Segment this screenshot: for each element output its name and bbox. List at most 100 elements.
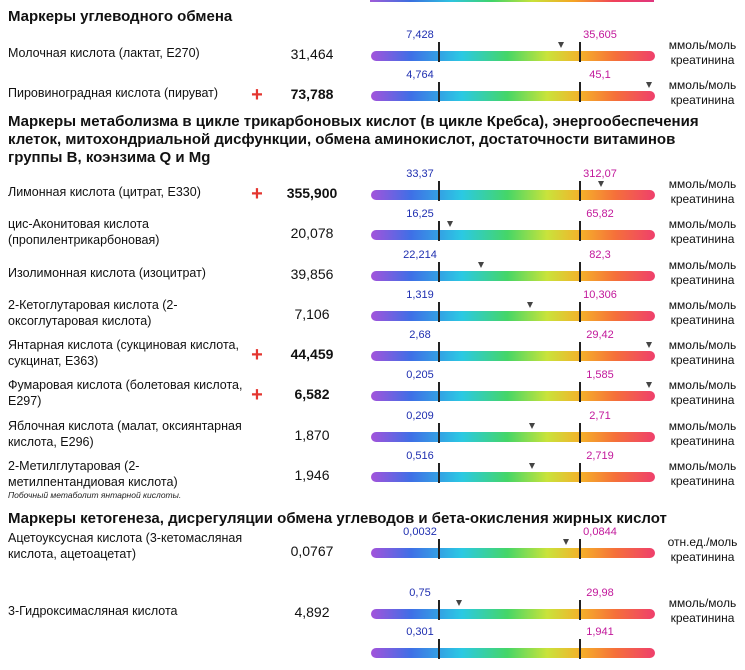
reference-high-label: 82,3 [589,249,611,261]
reference-high-tick [579,382,581,402]
reference-low-label: 22,214 [403,249,437,261]
reference-range-bar [371,351,655,361]
analyte-row: Ацетоуксусная кислота (3-кетомасляная ки… [0,526,745,570]
footnote: Побочный метаболит янтарной кислоты. [8,490,182,500]
reference-low-label: 0,516 [406,450,434,462]
result-marker-icon [526,302,533,308]
reference-high-label: 29,42 [586,329,614,341]
analyte-name: Янтарная кислота (сукциновая кислота, су… [8,338,239,368]
analyte-name: Лимонная кислота (цитрат, E330) [8,185,201,199]
reference-high-label: 312,07 [583,168,617,180]
result-value: 31,464 [290,46,334,62]
reference-low-label: 2,68 [409,329,431,341]
reference-low-tick [438,221,440,241]
reference-range-bar [371,548,655,558]
reference-high-label: 10,306 [583,289,617,301]
section-heading: Маркеры метаболизма в цикле трикарбоновы… [8,113,699,166]
analyte-name: цис-Аконитовая кислота (пропилентрикарбо… [8,217,160,247]
reference-low-label: 0,75 [409,587,431,599]
reference-range-bar [371,91,655,101]
reference-high-tick [579,302,581,322]
reference-range-bar [371,609,655,619]
reference-low-tick [438,82,440,102]
analyte-row: Янтарная кислота (сукциновая кислота, су… [0,329,745,373]
reference-low-tick [438,262,440,282]
reference-high-label: 45,1 [589,69,611,81]
reference-high-tick [579,82,581,102]
analyte-row: Пировиноградная кислота (пируват) +73,788… [0,69,745,113]
unit-label: ммоль/моль креатинина [668,78,737,107]
result-marker-icon [478,262,485,268]
result-value: 7,106 [294,306,330,322]
result-value: 1,870 [294,427,330,443]
analyte-row: Яблочная кислота (малат, оксиянтарная ки… [0,410,745,454]
reference-high-label: 1,941 [586,626,614,638]
reference-high-tick [579,181,581,201]
analyte-row: 2-Метилглутаровая (2-метилпентандиовая к… [0,450,745,494]
unit-label: отн.ед./моль креатинина [667,535,738,564]
result-marker-icon [447,221,454,227]
out-of-range-flag: + [251,183,263,205]
reference-low-tick [438,42,440,62]
reference-low-label: 0,205 [406,369,434,381]
analyte-name: Изолимонная кислота (изоцитрат) [8,266,206,280]
reference-range-bar [371,230,655,240]
reference-high-label: 29,98 [586,587,614,599]
unit-label: ммоль/моль креатинина [668,338,737,367]
unit-label: ммоль/моль креатинина [668,298,737,327]
reference-range-bar [371,190,655,200]
reference-low-label: 0,209 [406,410,434,422]
out-of-range-flag: + [251,344,263,366]
analyte-name: Молочная кислота (лактат, E270) [8,46,200,60]
reference-high-tick [579,221,581,241]
reference-range-bar [371,648,655,658]
result-marker-icon [455,600,462,606]
analyte-name: Яблочная кислота (малат, оксиянтарная ки… [8,419,242,449]
analyte-row: 3-Гидроксимасляная кислота 4,892 0,75 29,98… [0,587,745,631]
unit-label: ммоль/моль креатинина [668,38,737,67]
reference-range-bar [371,391,655,401]
analyte-name: 2-Метилглутаровая (2-метилпентандиовая к… [8,459,178,489]
analyte-row: Лимонная кислота (цитрат, E330) +355,900 3… [0,168,745,212]
reference-range-bar [371,432,655,442]
reference-low-label: 33,37 [406,168,434,180]
result-value: 0,0767 [290,543,334,559]
result-value: 1,946 [294,467,330,483]
result-marker-icon [563,539,570,545]
result-marker-icon [645,382,652,388]
reference-high-label: 65,82 [586,208,614,220]
result-value: 44,459 [290,346,334,362]
result-marker-icon [529,423,536,429]
reference-range-bar [371,311,655,321]
reference-low-label: 0,301 [406,626,434,638]
result-value: 73,788 [290,86,334,102]
analyte-row: 0,301 1,941 [0,626,745,670]
reference-low-label: 4,764 [406,69,434,81]
reference-high-tick [579,342,581,362]
analyte-name: Пировиноградная кислота (пируват) [8,86,219,100]
reference-high-tick [579,423,581,443]
analyte-row: цис-Аконитовая кислота (пропилентрикарбо… [0,208,745,252]
reference-high-label: 35,605 [583,29,617,41]
reference-high-tick [579,639,581,659]
unit-label: ммоль/моль креатинина [668,459,737,488]
result-marker-icon [645,342,652,348]
reference-low-tick [438,181,440,201]
result-marker-icon [645,82,652,88]
analyte-row: 2-Кетоглутаровая кислота (2-оксоглутаров… [0,289,745,333]
reference-high-tick [579,600,581,620]
reference-low-tick [438,600,440,620]
unit-label: ммоль/моль креатинина [668,419,737,448]
result-value: 4,892 [294,604,330,620]
result-value: 39,856 [290,266,334,282]
unit-label: ммоль/моль креатинина [668,378,737,407]
reference-high-tick [579,42,581,62]
result-marker-icon [557,42,564,48]
reference-high-label: 1,585 [586,369,614,381]
reference-low-tick [438,423,440,443]
reference-low-tick [438,342,440,362]
reference-low-tick [438,463,440,483]
out-of-range-flag: + [251,384,263,406]
reference-range-bar [371,51,655,61]
result-value: 20,078 [290,225,334,241]
